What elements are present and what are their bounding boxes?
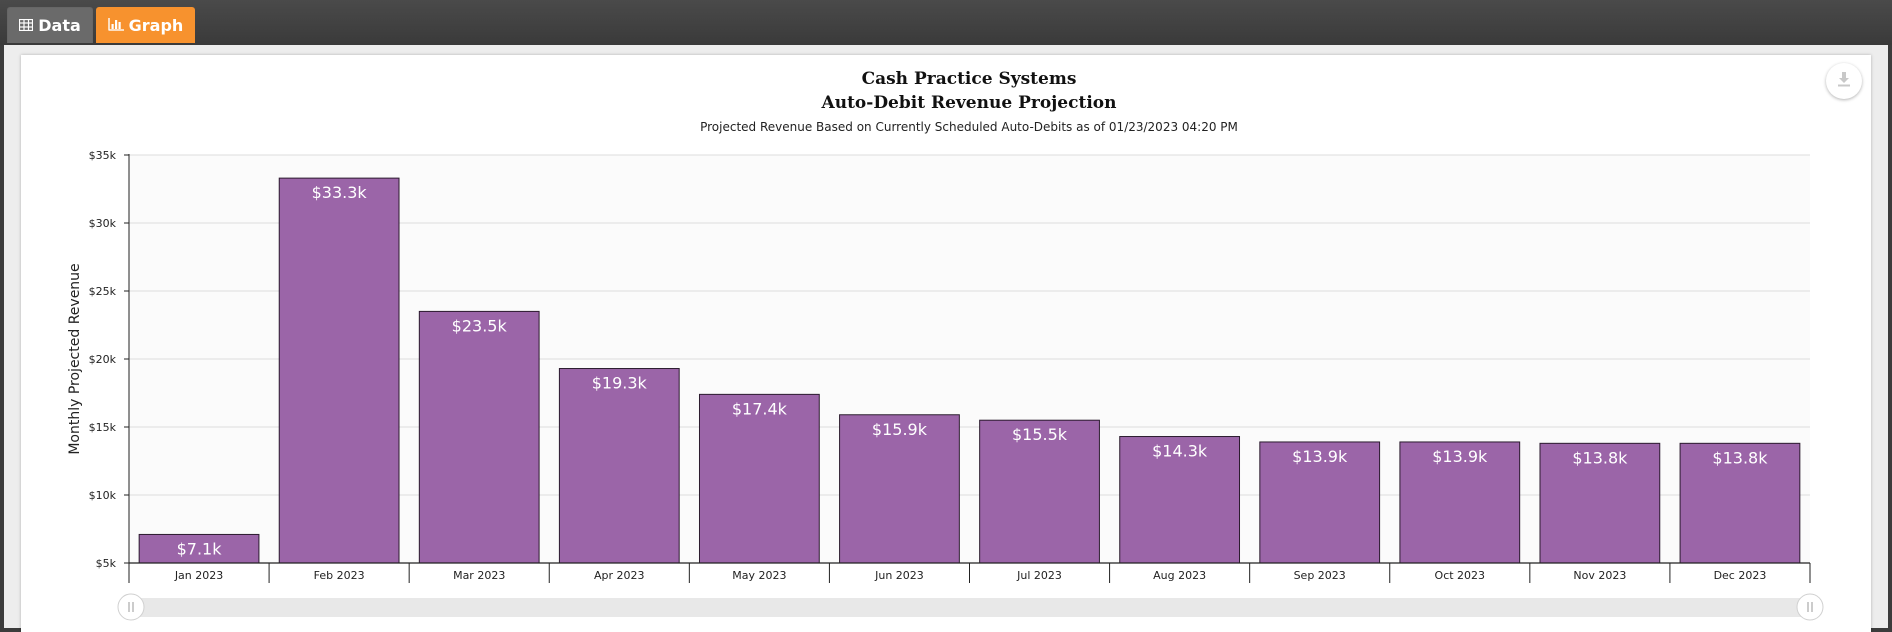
x-tick-label: Jan 2023	[174, 569, 223, 582]
bar-data-label: $19.3k	[592, 374, 648, 393]
bar-apr-2023[interactable]	[558, 368, 680, 564]
range-navigator[interactable]	[117, 593, 1824, 621]
bar-data-label: $23.5k	[452, 316, 508, 335]
bar-mar-2023[interactable]	[418, 310, 540, 564]
bar-nov-2023[interactable]	[1539, 442, 1661, 564]
x-tick-label: Feb 2023	[314, 569, 365, 582]
bar-data-label: $15.9k	[872, 420, 928, 439]
axes: $5k $10k $15k $20k $25k $30k $35k Jan 2023 Feb 2…	[89, 149, 1811, 583]
tab-bar: Data Graph	[0, 0, 1892, 45]
navigator-track[interactable]	[131, 598, 1810, 617]
x-tick-label: Mar 2023	[453, 569, 505, 582]
bar-oct-2023[interactable]	[1399, 441, 1521, 564]
navigator-left-handle[interactable]	[117, 593, 145, 621]
tab-data[interactable]: Data	[7, 7, 93, 43]
x-tick-label: Dec 2023	[1714, 569, 1767, 582]
x-tick-label: Jun 2023	[874, 569, 924, 582]
bar-data-label: $33.3k	[312, 183, 368, 202]
tab-data-label: Data	[38, 16, 81, 35]
tab-graph-label: Graph	[128, 16, 184, 35]
bar-jun-2023[interactable]	[839, 414, 960, 564]
chart-caption: Projected Revenue Based on Currently Sch…	[700, 120, 1238, 134]
x-tick-label: Nov 2023	[1573, 569, 1626, 582]
chart-title: Cash Practice Systems	[862, 69, 1077, 89]
table-icon	[19, 16, 34, 35]
bar-dec-2023[interactable]	[1679, 442, 1801, 564]
y-axis-label: Monthly Projected Revenue	[67, 263, 83, 454]
x-tick-label: Sep 2023	[1294, 569, 1346, 582]
bar-may-2023[interactable]	[698, 393, 820, 564]
navigator-right-handle[interactable]	[1796, 593, 1824, 621]
bar-data-label: $13.9k	[1292, 447, 1348, 466]
y-tick-label: $15k	[89, 421, 117, 434]
y-tick-label: $5k	[96, 557, 117, 570]
y-tick-label: $10k	[89, 489, 117, 502]
bar-chart-icon	[107, 16, 124, 35]
bar-jan-2023[interactable]	[138, 533, 260, 564]
tab-graph[interactable]: Graph	[96, 7, 195, 43]
x-tick-label: Oct 2023	[1435, 569, 1486, 582]
x-tick-label: Apr 2023	[594, 569, 645, 582]
bar-data-label: $14.3k	[1152, 442, 1208, 461]
x-tick-label: Jul 2023	[1016, 569, 1062, 582]
x-tick-label: Aug 2023	[1153, 569, 1206, 582]
bar-feb-2023[interactable]	[278, 177, 400, 564]
x-tick-label: May 2023	[732, 569, 786, 582]
bar-data-label: $13.8k	[1572, 448, 1628, 467]
download-icon	[1837, 71, 1851, 91]
y-tick-label: $20k	[89, 353, 117, 366]
bar-data-label: $13.8k	[1712, 448, 1768, 467]
bar-aug-2023[interactable]	[1119, 436, 1241, 564]
chart-subtitle: Auto-Debit Revenue Projection	[821, 93, 1117, 113]
y-tick-label: $25k	[89, 285, 117, 298]
y-tick-label: $35k	[89, 149, 117, 162]
y-tick-label: $30k	[89, 217, 117, 230]
bar-data-label: $13.9k	[1432, 447, 1488, 466]
bar-data-label: $17.4k	[732, 399, 788, 418]
grid-lines	[129, 154, 1810, 496]
bar-data-label: $15.5k	[1012, 425, 1068, 444]
bar-sep-2023[interactable]	[1259, 441, 1381, 564]
bar-jul-2023[interactable]	[979, 419, 1100, 564]
download-button[interactable]	[1826, 63, 1862, 99]
bars: $7.1k $33.3k $23.5k $19.3k $17.4k $15.9k $15.5…	[138, 177, 1801, 564]
bar-data-label: $7.1k	[177, 539, 223, 558]
